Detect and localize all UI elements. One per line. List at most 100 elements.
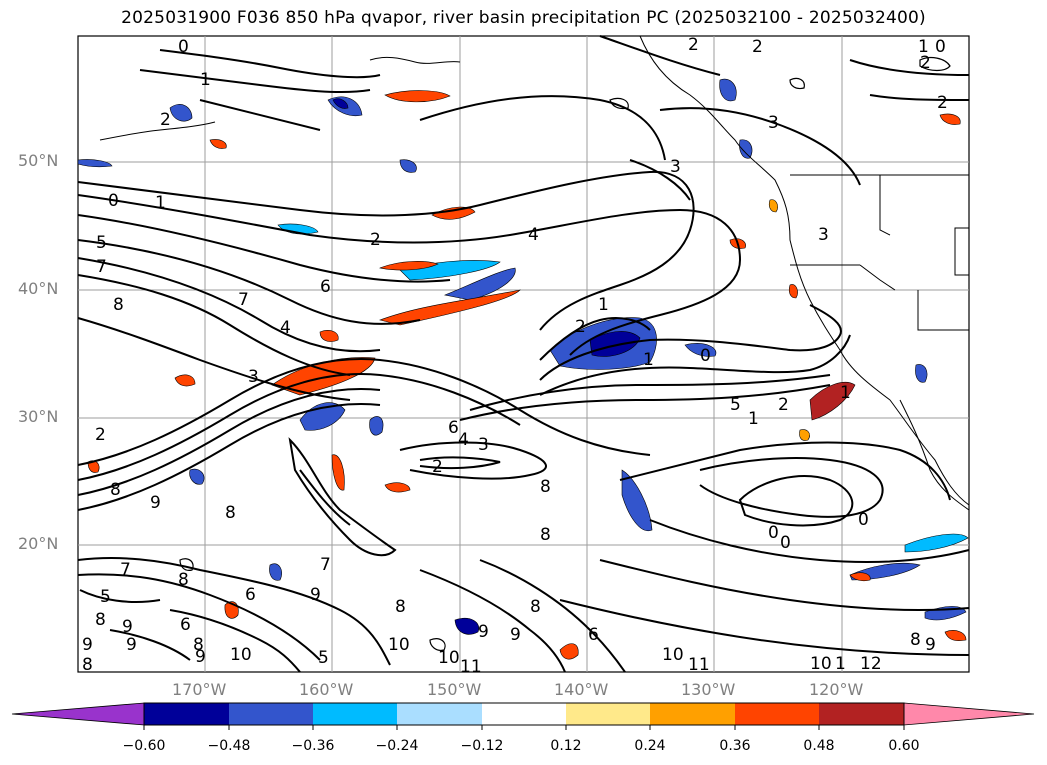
colorbar-tick-label: 0.60	[888, 738, 920, 754]
contour-label: 3	[768, 113, 779, 133]
lon-label-130w: 130°W	[681, 680, 736, 699]
colorbar-segment	[229, 703, 313, 725]
contour-label: 8	[178, 570, 189, 590]
contour-label: 4	[458, 430, 469, 450]
contour-label: 11	[688, 655, 710, 675]
map-frame	[77, 35, 970, 673]
contour-label: 0	[780, 533, 791, 553]
contour-label: 7	[320, 555, 331, 575]
contour-label: 2	[920, 53, 931, 73]
contour-label: 8	[530, 597, 541, 617]
coastlines	[99, 35, 970, 511]
colorbar-tick-label: 0.48	[803, 738, 835, 754]
contour-label: 1	[598, 295, 609, 315]
contour-label: 1	[835, 654, 846, 674]
contour-label: 0	[700, 346, 711, 366]
contour-label: 1	[918, 37, 929, 57]
contour-label: 8	[540, 525, 551, 545]
contour-label: 3	[670, 157, 681, 177]
contour-label: 6	[320, 277, 331, 297]
contour-label: 0	[768, 523, 779, 543]
contour-label: 5	[318, 648, 329, 668]
colorbar	[11, 702, 1035, 730]
contour-label: 2	[575, 317, 586, 337]
contour-label: 9	[82, 635, 93, 655]
colorbar-segment	[819, 703, 904, 725]
contour-label: 8	[225, 503, 236, 523]
contour-label: 10	[388, 635, 410, 655]
contour-label: 1	[200, 70, 211, 90]
contour-label: 3	[818, 225, 829, 245]
contour-label: 10	[438, 648, 460, 668]
lon-label-170w: 170°W	[172, 680, 227, 699]
contour-label: 2	[937, 93, 948, 113]
contour-label: 12	[860, 654, 882, 674]
qvapor-contours	[77, 35, 970, 673]
contour-label: 6	[245, 585, 256, 605]
colorbar-tick-label: 0.24	[634, 738, 666, 754]
contour-label: 9	[925, 635, 936, 655]
contour-label: 7	[238, 290, 249, 310]
colorbar-tick-label: −0.12	[460, 738, 504, 754]
contour-label: 2	[370, 230, 381, 250]
contour-label: 1	[643, 350, 654, 370]
colorbar-segment	[482, 703, 566, 725]
contour-label: 5	[100, 587, 111, 607]
lat-label-20n: 20°N	[18, 534, 59, 553]
contour-label: 8	[193, 635, 204, 655]
contour-label: 8	[95, 610, 106, 630]
colorbar-segment	[903, 702, 1035, 726]
contour-label: 7	[120, 560, 131, 580]
colorbar-tick-label: −0.60	[122, 738, 166, 754]
colorbar-tick-label: −0.24	[375, 738, 419, 754]
contour-label: 2	[778, 395, 789, 415]
contour-label: 9	[510, 625, 521, 645]
contour-label: 9	[122, 617, 133, 637]
colorbar-segment	[735, 703, 819, 725]
contour-label: 8	[113, 295, 124, 315]
colorbar-tick-label: 0.36	[719, 738, 751, 754]
contour-label: 5	[730, 395, 741, 415]
colorbar-segment	[144, 703, 229, 725]
colorbar-segment	[650, 703, 735, 725]
contour-label: 8	[82, 655, 93, 675]
contour-label: 0	[178, 37, 189, 57]
colorbar-segment	[313, 703, 397, 725]
contour-label: 7	[96, 257, 107, 277]
contour-label: 2	[752, 37, 763, 57]
contour-label: 0	[858, 510, 869, 530]
contour-label: 2	[688, 35, 699, 55]
contour-label: 3	[248, 367, 259, 387]
contour-label: 6	[448, 418, 459, 438]
contour-label: 8	[110, 480, 121, 500]
contour-label: 4	[528, 225, 539, 245]
colorbar-segment	[11, 702, 145, 726]
lat-label-40n: 40°N	[18, 279, 59, 298]
contour-label: 9	[195, 647, 206, 667]
contour-label: 9	[310, 585, 321, 605]
lon-label-140w: 140°W	[554, 680, 609, 699]
colorbar-tick-label: 0.12	[550, 738, 582, 754]
contour-label: 6	[588, 625, 599, 645]
contour-label: 10	[810, 654, 832, 674]
lon-label-150w: 150°W	[427, 680, 482, 699]
contour-label: 0	[108, 191, 119, 211]
colorbar-tick-label: −0.36	[291, 738, 335, 754]
colorbar-tick-label: −0.48	[207, 738, 251, 754]
contour-label: 8	[540, 477, 551, 497]
contour-label: 9	[478, 622, 489, 642]
map-title: 2025031900 F036 850 hPa qvapor, river ba…	[121, 8, 926, 28]
lat-label-30n: 30°N	[18, 407, 59, 426]
contour-label: 1	[155, 193, 166, 213]
lon-label-120w: 120°W	[809, 680, 864, 699]
contour-label: 2	[432, 457, 443, 477]
contour-labels: 0 1 2 0 1 2 5 7 8 7 6 4 3 4 3 2 2 1 0 2 …	[82, 35, 948, 677]
lon-label-160w: 160°W	[299, 680, 354, 699]
contour-label: 5	[96, 233, 107, 253]
contour-label: 8	[395, 597, 406, 617]
contour-label: 2	[160, 110, 171, 130]
contour-label: 9	[126, 635, 137, 655]
contour-label: 1	[840, 383, 851, 403]
lat-label-50n: 50°N	[18, 151, 59, 170]
colorbar-segment	[566, 703, 650, 725]
